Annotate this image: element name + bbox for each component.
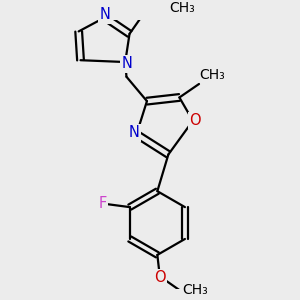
Text: CH₃: CH₃ bbox=[200, 68, 225, 82]
Text: CH₃: CH₃ bbox=[170, 1, 195, 15]
Text: O: O bbox=[190, 113, 201, 128]
Text: CH₃: CH₃ bbox=[182, 284, 208, 297]
Text: N: N bbox=[129, 125, 140, 140]
Text: F: F bbox=[99, 196, 107, 211]
Text: N: N bbox=[100, 8, 110, 22]
Text: N: N bbox=[122, 56, 133, 71]
Text: O: O bbox=[154, 270, 166, 285]
